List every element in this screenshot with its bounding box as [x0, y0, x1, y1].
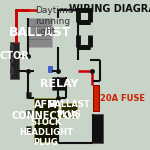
Text: Daytime
running
light: Daytime running light [35, 6, 73, 36]
Bar [48, 66, 52, 72]
Bar [34, 123, 58, 142]
Bar [34, 98, 58, 123]
Bar [8, 68, 13, 74]
Bar [28, 18, 51, 47]
Text: CTOR: CTOR [0, 51, 29, 61]
Text: BALLAST
PLUG: BALLAST PLUG [48, 100, 90, 120]
Bar [26, 126, 31, 132]
Bar [93, 85, 99, 111]
Bar [26, 92, 31, 98]
Bar [10, 42, 18, 79]
Text: WIRING DIAGRA: WIRING DIAGRA [69, 4, 150, 14]
Text: 20A FUSE: 20A FUSE [100, 94, 145, 103]
Text: RELAY: RELAY [39, 78, 78, 88]
Text: AFM
CONNECTOR: AFM CONNECTOR [12, 100, 80, 121]
Bar [8, 56, 13, 62]
Text: STOCK
HEADLIGHT
PLUG: STOCK HEADLIGHT PLUG [19, 118, 73, 147]
Bar [51, 77, 66, 90]
Bar [26, 110, 31, 116]
Bar [60, 103, 77, 117]
Bar [8, 45, 13, 51]
Bar [93, 114, 103, 144]
Text: BALLAST: BALLAST [9, 26, 71, 39]
